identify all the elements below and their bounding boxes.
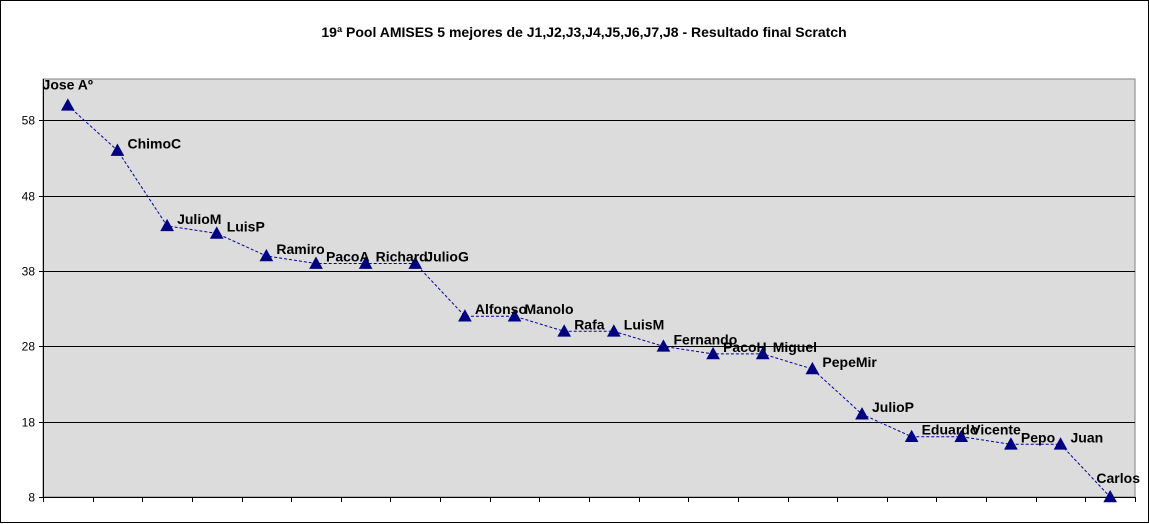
data-label: PacoH — [723, 339, 767, 355]
data-point-marker — [805, 361, 820, 375]
data-point-marker — [855, 407, 869, 420]
y-tick-label: 28 — [22, 340, 36, 354]
data-label: Eduardo — [922, 422, 979, 438]
data-label: LuisM — [624, 316, 664, 332]
data-point-marker — [507, 309, 522, 322]
data-label: Vicente — [971, 422, 1021, 438]
y-tick-label: 58 — [22, 114, 36, 128]
data-point-marker — [954, 429, 969, 443]
data-point-marker — [706, 346, 720, 360]
series-line — [67, 105, 1111, 498]
data-label: JulioP — [872, 399, 914, 415]
data-point-marker — [309, 256, 323, 269]
data-label: Manolo — [525, 301, 574, 317]
data-point-marker — [209, 226, 224, 239]
chart-title: 19ª Pool AMISES 5 mejores de J1,J2,J3,J4… — [321, 24, 846, 40]
data-point-marker — [904, 429, 919, 443]
data-point-marker — [606, 324, 621, 337]
data-label: Rafa — [574, 316, 605, 332]
data-label: ChimoC — [128, 136, 182, 152]
data-label: PacoA — [326, 249, 370, 265]
data-point-marker — [1053, 437, 1068, 450]
y-tick-label: 38 — [22, 265, 36, 279]
data-label: Juan — [1071, 429, 1104, 445]
data-point-marker — [557, 324, 572, 337]
data-label: LuisP — [227, 218, 265, 234]
data-label: PepeMir — [822, 354, 877, 370]
y-tick-label: 18 — [22, 416, 36, 430]
data-label: Jose Aº — [43, 76, 94, 92]
data-label: Alfonso — [475, 301, 527, 317]
data-point-marker — [259, 248, 274, 262]
data-point-marker — [1103, 489, 1118, 503]
data-point-marker — [755, 346, 770, 360]
data-label: Fernando — [674, 331, 738, 347]
data-label: Richard — [376, 249, 428, 265]
data-point-marker — [160, 218, 174, 232]
point-labels: Jose Aº ChimoC JulioM LuisP Ramiro PacoA Richa… — [43, 76, 1141, 486]
data-label: Miguel — [773, 339, 817, 355]
markers — [60, 98, 1118, 503]
data-label: Carlos — [1096, 470, 1140, 486]
data-label: Pepo — [1021, 429, 1055, 445]
data-label: JulioM — [177, 211, 221, 227]
data-point-marker — [60, 98, 75, 111]
data-point-marker — [656, 339, 671, 352]
data-label: Ramiro — [276, 241, 324, 257]
data-point-marker — [110, 143, 125, 156]
data-point-marker — [1004, 437, 1018, 450]
axes: 8 18 28 38 48 58 — [22, 79, 1136, 505]
y-tick-label: 8 — [28, 491, 35, 505]
data-point-marker — [458, 309, 472, 322]
y-tick-label: 48 — [22, 190, 36, 204]
data-point-marker — [408, 256, 423, 269]
data-label: JulioG — [425, 249, 469, 265]
data-point-marker — [358, 256, 373, 269]
plot-area — [42, 78, 1136, 498]
